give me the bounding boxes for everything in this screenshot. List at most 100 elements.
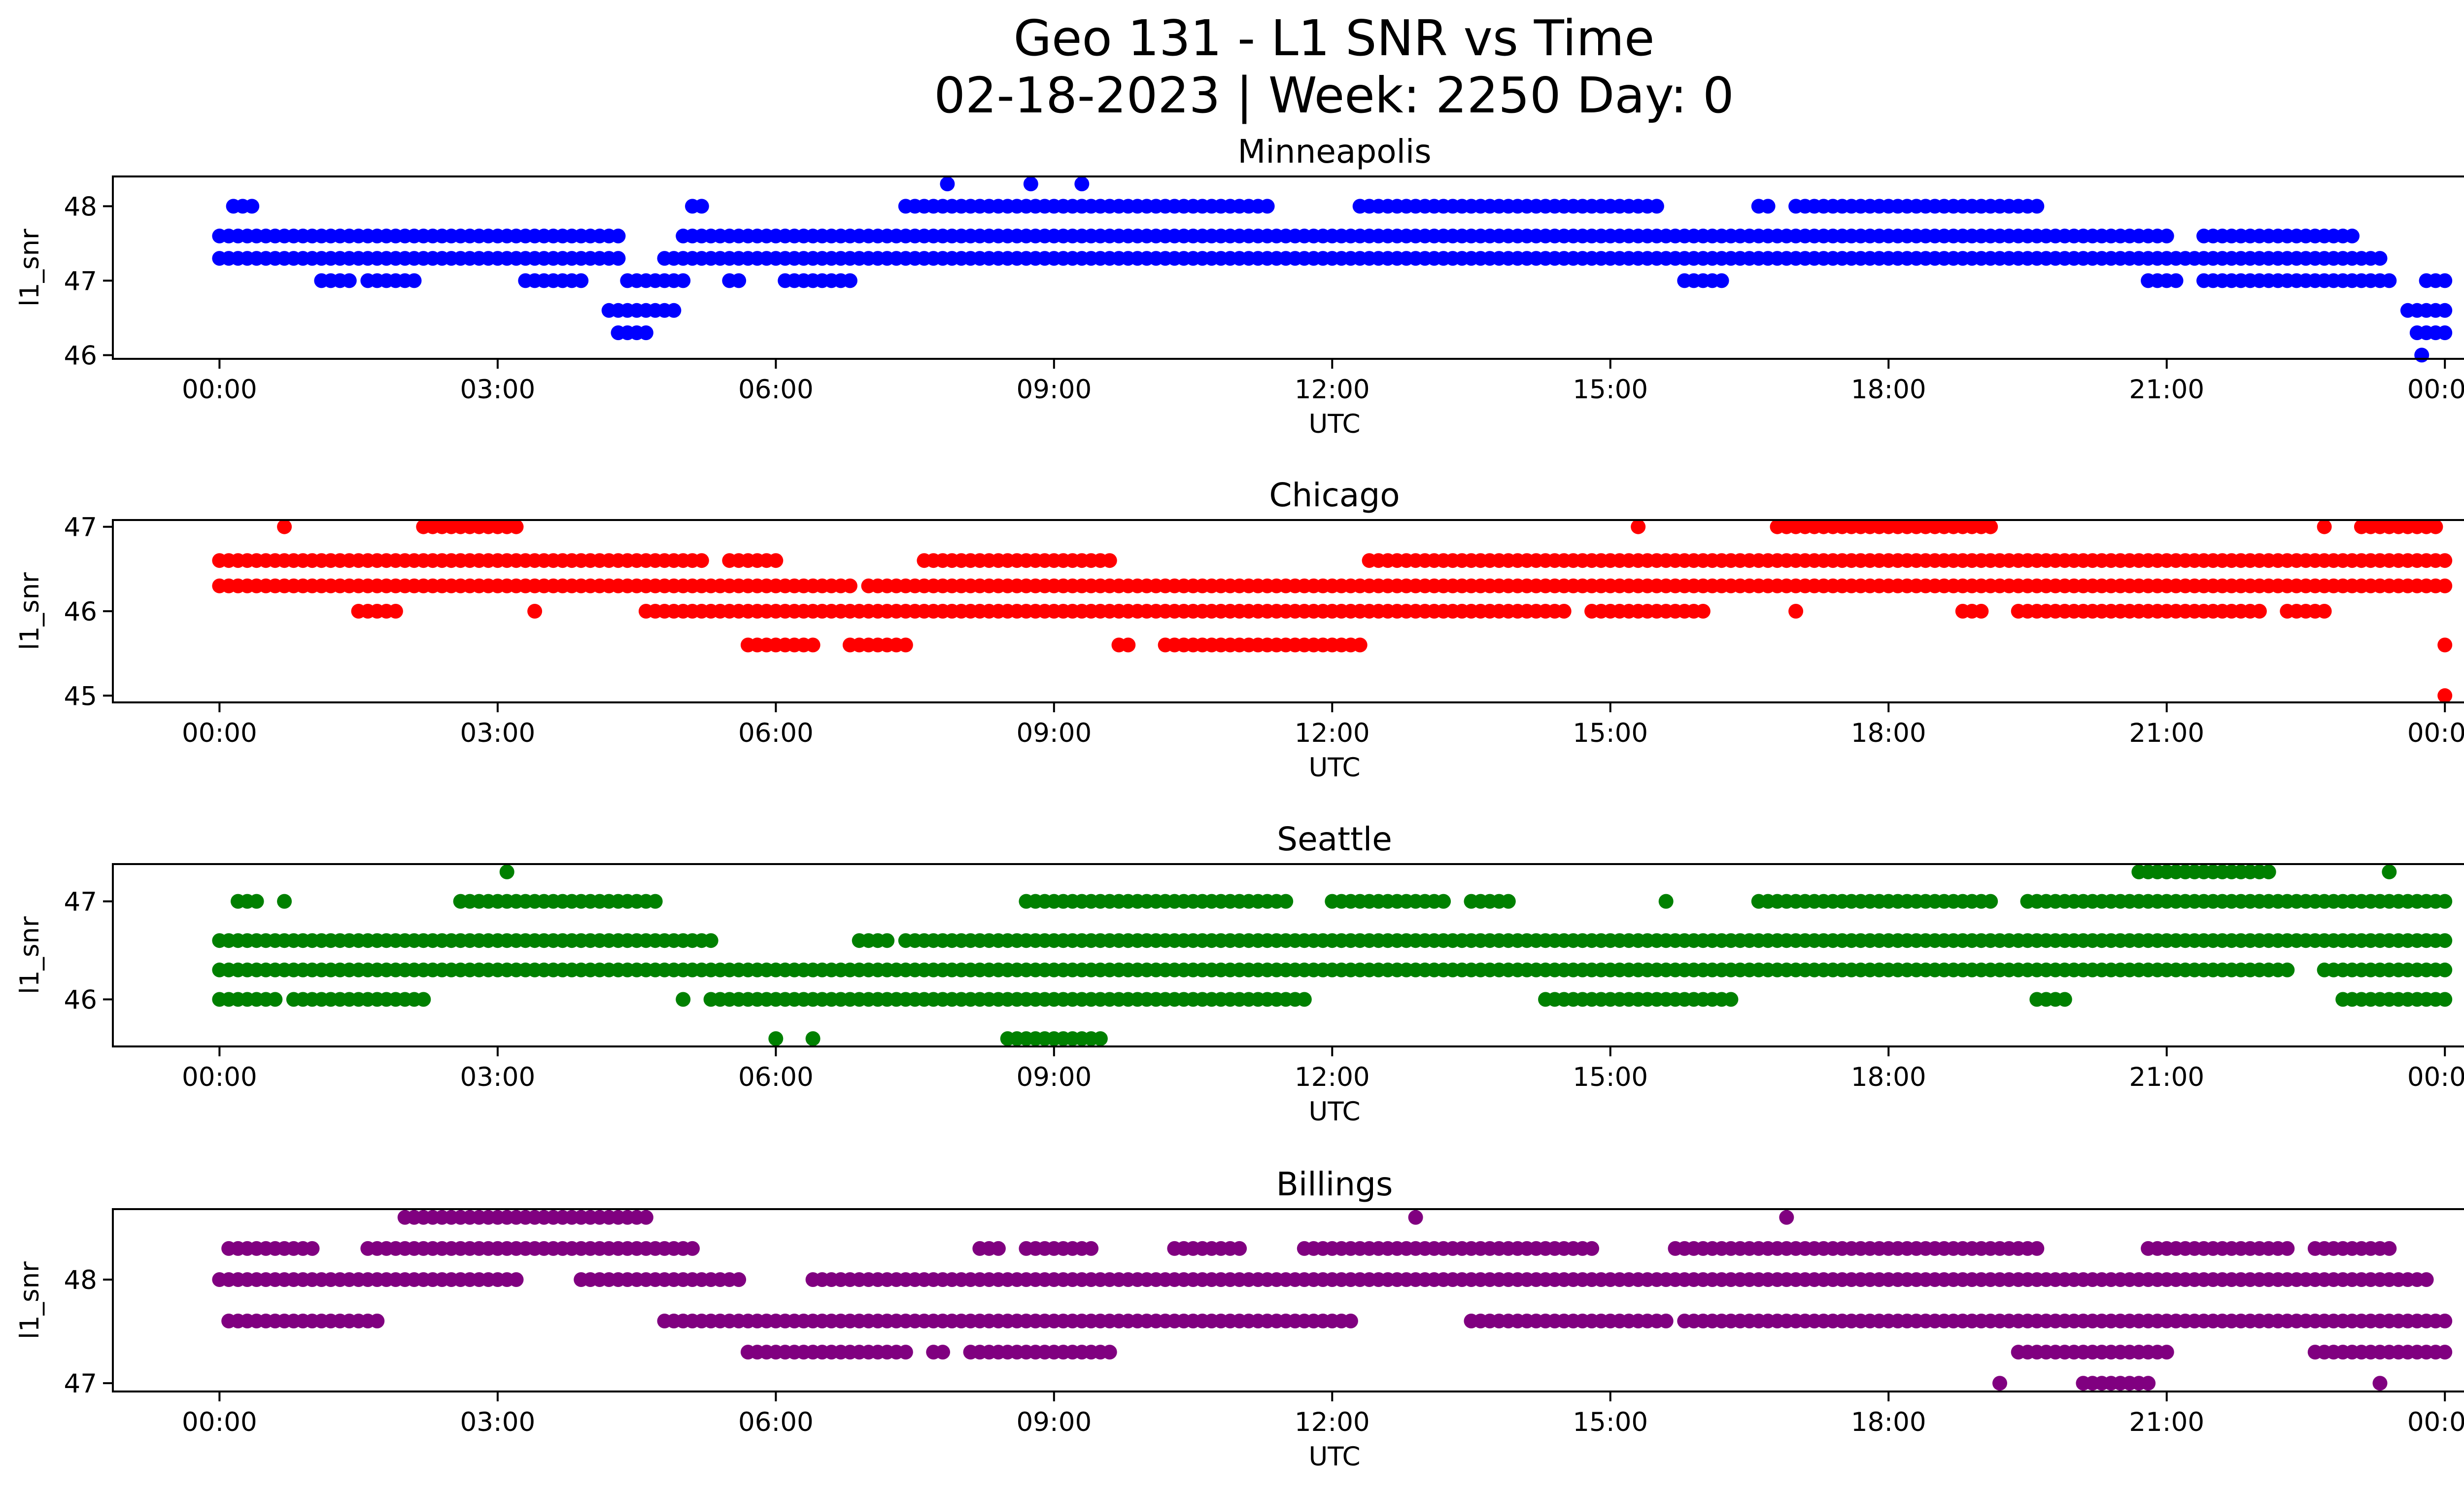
y-tick-label: 46	[64, 341, 97, 371]
data-point	[666, 303, 682, 318]
data-point	[991, 1241, 1006, 1256]
data-point	[935, 1345, 950, 1360]
data-point	[898, 1345, 913, 1360]
data-point	[277, 894, 292, 909]
x-tick-label: 12:00	[1295, 1062, 1370, 1092]
data-point	[2437, 303, 2453, 318]
x-axis-label: UTC	[1308, 409, 1360, 439]
x-tick-label: 18:00	[1851, 718, 1926, 748]
data-point	[805, 1031, 821, 1046]
x-tick-label: 00:00	[182, 375, 257, 405]
data-point	[342, 273, 357, 288]
data-point	[2280, 1241, 2295, 1256]
data-point	[842, 578, 857, 593]
data-point	[648, 894, 663, 909]
data-point	[1584, 1241, 1600, 1256]
x-tick-label: 00:00	[182, 1407, 257, 1437]
data-point	[388, 604, 403, 619]
data-point	[694, 553, 709, 568]
chart-panels: Minneapolis 00:00 03:00 06:00 09:00 12:00 15:0…	[15, 133, 2464, 1472]
data-point	[2382, 864, 2397, 879]
data-point	[268, 992, 283, 1007]
data-point	[2372, 1376, 2388, 1391]
x-tick-label: 00:00	[182, 1062, 257, 1092]
data-point	[574, 273, 589, 288]
y-tick-label: 45	[64, 681, 97, 711]
data-point	[1408, 1210, 1423, 1225]
data-point	[1983, 894, 1998, 909]
x-tick-label: 15:00	[1573, 1062, 1648, 1092]
x-tick-label: 12:00	[1295, 718, 1370, 748]
x-tick-label: 21:00	[2129, 718, 2204, 748]
data-point	[2437, 325, 2453, 341]
data-point	[1352, 637, 1368, 653]
data-point	[768, 553, 784, 568]
x-tick-label: 00:00	[2407, 718, 2464, 748]
data-point	[2437, 273, 2453, 288]
data-point	[1658, 894, 1674, 909]
data-point	[1121, 637, 1136, 653]
data-point	[1695, 604, 1711, 619]
y-tick-label: 46	[64, 985, 97, 1015]
x-tick-label: 21:00	[2129, 375, 2204, 405]
data-point	[2382, 273, 2397, 288]
data-point	[1631, 519, 1646, 534]
data-point	[2437, 688, 2453, 703]
y-tick-label: 48	[64, 192, 97, 222]
data-point	[407, 273, 422, 288]
data-point	[1260, 199, 1275, 214]
data-point	[1658, 1314, 1674, 1328]
data-point	[2141, 1376, 2156, 1391]
x-tick-label: 15:00	[1573, 718, 1648, 748]
data-point	[2159, 1345, 2174, 1360]
data-point	[731, 273, 747, 288]
data-point	[1723, 992, 1739, 1007]
subplot-title: Minneapolis	[1237, 133, 1431, 171]
data-point	[2414, 348, 2430, 363]
plot-frame	[112, 175, 2464, 360]
x-tick-label: 15:00	[1573, 1407, 1648, 1437]
panel-chicago: Chicago 00:00 03:00 06:00 09:00 12:00 15:00 18:…	[15, 476, 2464, 783]
data-point	[2029, 1241, 2045, 1256]
data-point	[1074, 176, 1090, 192]
data-point	[2437, 894, 2453, 909]
data-point	[1297, 992, 1312, 1007]
data-point	[2428, 519, 2443, 534]
x-tick-label: 00:00	[2407, 1062, 2464, 1092]
y-axis-label: l1_snr	[15, 229, 45, 307]
x-tick-label: 06:00	[738, 1062, 814, 1092]
data-point	[880, 933, 895, 948]
data-point	[244, 199, 260, 214]
data-point	[1278, 894, 1294, 909]
data-point	[2382, 1241, 2397, 1256]
data-point	[611, 228, 626, 243]
panel-seattle: Seattle 00:00 03:00 06:00 09:00 12:00 15:00 18:…	[15, 820, 2464, 1127]
x-tick-label: 00:00	[182, 718, 257, 748]
x-tick-label: 03:00	[460, 718, 535, 748]
data-point	[1760, 199, 1776, 214]
data-point	[416, 992, 431, 1007]
x-tick-label: 12:00	[1295, 375, 1370, 405]
y-axis-label: l1_snr	[15, 1261, 45, 1339]
data-point	[2437, 933, 2453, 948]
data-point	[277, 519, 292, 534]
y-tick-label: 47	[64, 513, 97, 543]
data-point	[2057, 992, 2072, 1007]
series-points	[212, 176, 2453, 363]
data-point	[1343, 1314, 1358, 1328]
data-point	[1023, 176, 1038, 192]
x-tick-label: 12:00	[1295, 1407, 1370, 1437]
data-point	[2317, 604, 2332, 619]
data-point	[2437, 962, 2453, 977]
data-point	[2437, 637, 2453, 653]
data-point	[1436, 894, 1451, 909]
data-point	[2317, 519, 2332, 534]
data-point	[2372, 251, 2388, 266]
data-point	[2280, 962, 2295, 977]
data-point	[1714, 273, 1729, 288]
data-point	[676, 992, 691, 1007]
x-tick-label: 06:00	[738, 375, 814, 405]
y-axis-label: l1_snr	[15, 916, 45, 994]
subplot-title: Chicago	[1269, 476, 1400, 514]
data-point	[2261, 864, 2276, 879]
